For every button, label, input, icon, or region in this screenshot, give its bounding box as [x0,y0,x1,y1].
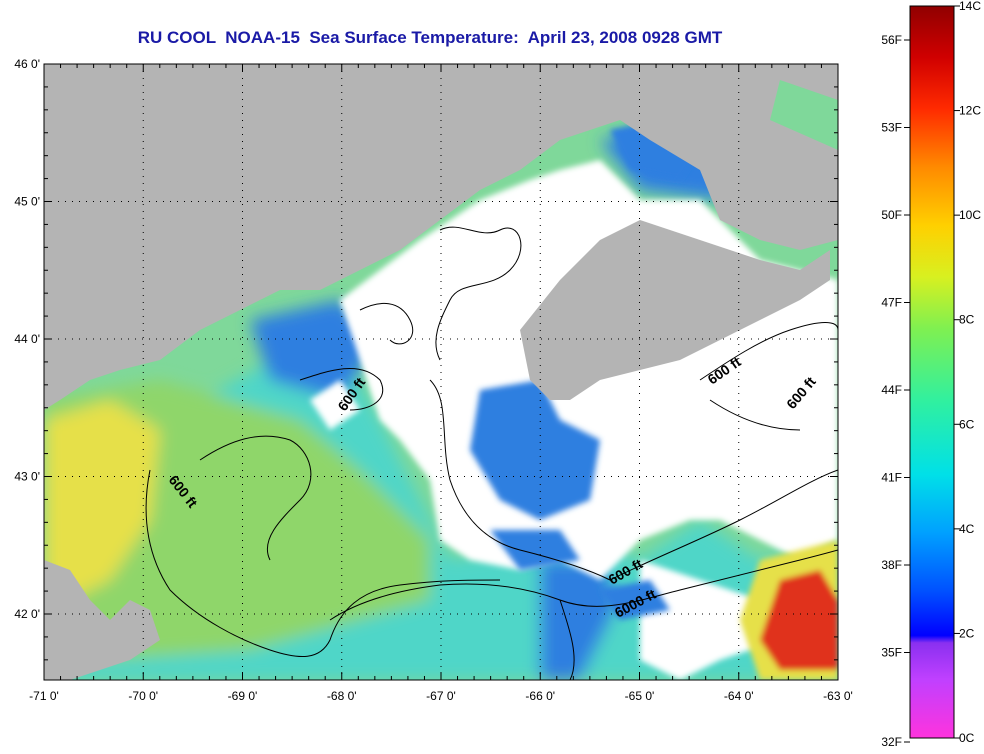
celsius-label: 12C [959,104,981,118]
lon-tick-label: -65 0' [625,689,655,703]
land [44,64,838,680]
cold-water-coastal [250,300,380,400]
lat-tick-label: 46 0' [14,57,40,71]
fahrenheit-label: 44F [881,383,902,397]
celsius-label: 6C [959,417,975,431]
celsius-label: 2C [959,626,975,640]
contour-600ft-west [145,226,838,658]
fahrenheit-label: 53F [881,121,902,135]
fahrenheit-label: 35F [881,646,902,660]
lon-tick-label: -67 0' [426,689,456,703]
fahrenheit-label: 50F [881,208,902,222]
map-title: RU COOL NOAA-15 Sea Surface Temperature:… [137,28,723,47]
celsius-label: 14C [959,0,981,13]
lon-tick-label: -66 0' [525,689,555,703]
colorbar-celsius-scale: 14C 12C 10C 8C 6C 4C 2C 0C [954,0,981,745]
fahrenheit-label: 56F [881,33,902,47]
colorbar-gradient [909,5,955,739]
lon-tick-label: -70 0' [128,689,158,703]
lon-tick-label: -68 0' [327,689,357,703]
cold-patch-2 [600,580,670,620]
celsius-label: 0C [959,731,975,745]
warm-water-field [44,400,160,600]
fahrenheit-label: 47F [881,296,902,310]
colorbar-fahrenheit-scale: 56F 53F 50F 47F 44F 41F 38F 35F 32F [881,33,910,749]
fahrenheit-label: 32F [881,735,902,749]
hot-eddy [760,570,838,670]
lat-tick-label: 44 0' [14,332,40,346]
contour-6000ft [329,549,838,680]
lat-tick-label: 42 0' [14,607,40,621]
lon-tick-label: -71 0' [29,689,59,703]
lon-tick-label: -63 0' [823,689,853,703]
longitude-axis: -71 0' -70 0' -69 0' -68 0' -67 0' -66 0' -65 … [29,64,853,703]
lon-tick-label: -64 0' [724,689,754,703]
lat-tick-label: 45 0' [14,195,40,209]
graticule [44,64,838,680]
celsius-label: 10C [959,208,981,222]
fahrenheit-label: 41F [881,471,902,485]
latitude-axis: 46 0' 45 0' 44 0' 43 0' 42 0' [14,57,838,661]
fahrenheit-label: 38F [881,558,902,572]
celsius-label: 8C [959,313,975,327]
lat-tick-label: 43 0' [14,470,40,484]
celsius-label: 4C [959,522,975,536]
cold-patch-1 [470,380,600,520]
lon-tick-label: -69 0' [228,689,258,703]
